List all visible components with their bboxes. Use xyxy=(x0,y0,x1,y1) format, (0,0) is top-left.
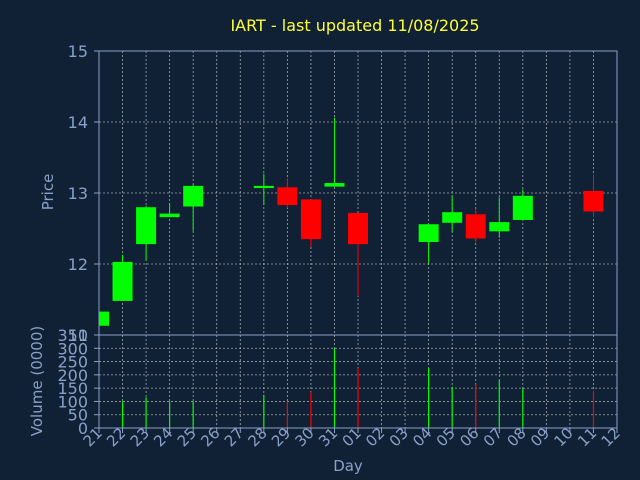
candle-body xyxy=(136,207,157,245)
volume-y-tick-label: 100 xyxy=(57,392,88,411)
price-y-tick-label: 13 xyxy=(68,184,88,203)
candle-body xyxy=(489,222,510,232)
volume-bars xyxy=(121,348,595,428)
candle-body xyxy=(418,224,439,242)
price-y-tick-label: 14 xyxy=(68,113,88,132)
volume-y-tick-label: 350 xyxy=(57,326,88,345)
day-x-ticks: 2122232425262728293031010203040506070809… xyxy=(80,424,624,450)
chart-title: IART - last updated 11/08/2025 xyxy=(230,16,479,35)
candle-body xyxy=(183,185,204,207)
price-axis-label: Price xyxy=(39,174,57,211)
volume-axis-label: Volume (0000) xyxy=(28,326,46,436)
candle-body xyxy=(300,199,321,240)
volume-y-tick-label: 200 xyxy=(57,366,88,385)
volume-y-tick-label: 300 xyxy=(57,339,88,358)
candle-body xyxy=(99,311,109,326)
candle-body xyxy=(465,214,486,239)
candle-body xyxy=(159,213,180,218)
price-candles xyxy=(98,117,604,326)
price-y-tick-label: 12 xyxy=(68,255,88,274)
candle-body xyxy=(112,261,133,301)
volume-y-tick-label: 0 xyxy=(78,419,88,438)
candle-body xyxy=(277,187,298,206)
candle-body xyxy=(512,195,533,220)
price-y-ticks: 11 12 13 14 15 xyxy=(68,42,99,345)
day-axis-label: Day xyxy=(333,457,363,475)
price-panel: 11 12 13 14 15 Price xyxy=(39,42,618,345)
candle-body xyxy=(583,190,604,212)
candle-body xyxy=(253,185,274,189)
price-y-tick-label: 11 xyxy=(68,326,88,345)
candle-body xyxy=(348,212,368,245)
volume-y-tick-label: 50 xyxy=(68,406,88,425)
volume-y-tick-label: 150 xyxy=(57,379,88,398)
candle-body xyxy=(324,183,345,187)
price-y-tick-label: 15 xyxy=(68,42,88,61)
candle-body xyxy=(442,212,463,223)
volume-y-tick-label: 250 xyxy=(57,353,88,372)
